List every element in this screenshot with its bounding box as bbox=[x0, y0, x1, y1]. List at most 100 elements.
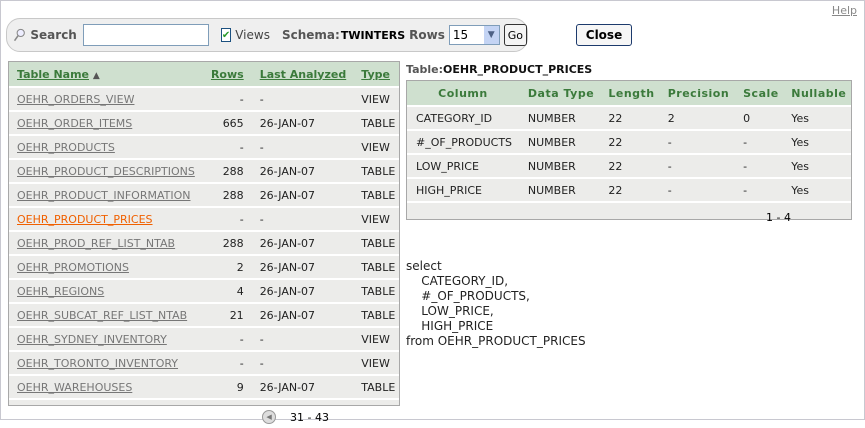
column-cell: HIGH_PRICE bbox=[407, 178, 519, 203]
table-row: OEHR_TORONTO_INVENTORY - - VIEW bbox=[9, 351, 399, 376]
table-row: OEHR_ORDERS_VIEW - - VIEW bbox=[9, 87, 399, 112]
last-analyzed-cell: 26-JAN-07 bbox=[249, 231, 354, 256]
table-name-cell: OEHR_PROD_REF_LIST_NTAB bbox=[9, 231, 208, 256]
column-cell: NUMBER bbox=[518, 106, 600, 131]
go-button[interactable]: Go bbox=[503, 24, 527, 46]
col-rows[interactable]: Rows bbox=[207, 62, 250, 88]
rows-label: Rows bbox=[409, 28, 445, 42]
column-cell: Yes bbox=[782, 106, 851, 131]
pagination-range: 31 - 43 bbox=[290, 410, 329, 424]
search-icon bbox=[13, 28, 25, 42]
type-cell: TABLE bbox=[353, 255, 399, 280]
column-header: Scale bbox=[734, 81, 783, 107]
table-link[interactable]: OEHR_REGIONS bbox=[17, 284, 105, 298]
column-cell: - bbox=[658, 154, 735, 179]
table-link[interactable]: OEHR_PRODUCT_DESCRIPTIONS bbox=[17, 164, 195, 178]
table-name-cell: OEHR_REGIONS bbox=[9, 279, 208, 304]
column-header: Precision bbox=[658, 81, 735, 107]
type-cell: TABLE bbox=[353, 111, 399, 136]
chevron-down-icon: ▼ bbox=[483, 26, 499, 44]
col-last-analyzed[interactable]: Last Analyzed bbox=[249, 62, 354, 88]
col-table-name[interactable]: Table Name ▲ bbox=[9, 62, 208, 88]
sort-rows-link[interactable]: Rows bbox=[210, 67, 244, 81]
column-row: #_OF_PRODUCTS NUMBER 22- - Yes bbox=[407, 130, 851, 155]
column-row: CATEGORY_ID NUMBER 22 2 0 Yes bbox=[407, 106, 851, 131]
rows-select[interactable]: 15 ▼ bbox=[448, 25, 500, 45]
last-analyzed-cell: 26-JAN-07 bbox=[249, 303, 354, 328]
table-name-cell: OEHR_PROMOTIONS bbox=[9, 255, 208, 280]
table-link[interactable]: OEHR_PRODUCTS bbox=[17, 140, 115, 154]
table-link[interactable]: OEHR_TORONTO_INVENTORY bbox=[17, 356, 179, 370]
table-link[interactable]: OEHR_ORDER_ITEMS bbox=[17, 116, 133, 130]
column-cell: 22 bbox=[599, 178, 659, 203]
rows-cell: 665 bbox=[207, 111, 250, 136]
column-cell: - bbox=[734, 178, 783, 203]
type-cell: TABLE bbox=[353, 231, 399, 256]
column-cell: 2 bbox=[658, 106, 735, 131]
last-analyzed-cell: - bbox=[249, 87, 354, 112]
column-cell: 22 bbox=[599, 154, 659, 179]
columns-pagination: 1 - 4 bbox=[766, 211, 791, 224]
column-row: LOW_PRICE NUMBER 22- - Yes bbox=[407, 154, 851, 179]
column-cell: Yes bbox=[782, 178, 851, 203]
table-link[interactable]: OEHR_SYDNEY_INVENTORY bbox=[17, 332, 167, 346]
rows-cell: 2 bbox=[207, 255, 250, 280]
table-row: OEHR_PROD_REF_LIST_NTAB 288 26-JAN-07 TA… bbox=[9, 231, 399, 256]
previous-page-icon[interactable]: ◀ bbox=[262, 410, 277, 424]
sort-type-link[interactable]: Type bbox=[361, 67, 390, 81]
table-name-cell: OEHR_PRODUCT_INFORMATION bbox=[9, 183, 208, 208]
table-row: OEHR_PRODUCT_INFORMATION 288 26-JAN-07 T… bbox=[9, 183, 399, 208]
column-cell: Yes bbox=[782, 154, 851, 179]
detail-label: Table: bbox=[406, 63, 444, 76]
table-link[interactable]: OEHR_ORDERS_VIEW bbox=[17, 92, 135, 106]
close-button[interactable]: Close bbox=[576, 24, 632, 46]
sort-last-analyzed-link[interactable]: Last Analyzed bbox=[259, 67, 347, 81]
search-input[interactable] bbox=[82, 24, 209, 46]
table-row: OEHR_SUBCAT_REF_LIST_NTAB 21 26-JAN-07 T… bbox=[9, 303, 399, 328]
column-cell: - bbox=[734, 154, 783, 179]
type-cell: VIEW bbox=[353, 87, 399, 112]
table-name-cell: OEHR_PRODUCT_DESCRIPTIONS bbox=[9, 159, 208, 184]
table-row: OEHR_ORDER_ITEMS 665 26-JAN-07 TABLE bbox=[9, 111, 399, 136]
table-name-cell: OEHR_WAREHOUSES bbox=[9, 375, 208, 400]
table-link[interactable]: OEHR_SUBCAT_REF_LIST_NTAB bbox=[17, 308, 188, 322]
last-analyzed-cell: - bbox=[249, 207, 354, 232]
column-header: Column bbox=[407, 81, 519, 107]
column-cell: - bbox=[658, 130, 735, 155]
type-cell: TABLE bbox=[353, 279, 399, 304]
type-cell: VIEW bbox=[353, 135, 399, 160]
tables-report: Table Name ▲ Rows Last Analyzed Type OEH… bbox=[8, 61, 400, 424]
rows-cell: 288 bbox=[207, 231, 250, 256]
last-analyzed-cell: - bbox=[249, 327, 354, 352]
table-row: OEHR_REGIONS 4 26-JAN-07 TABLE bbox=[9, 279, 399, 304]
type-cell: VIEW bbox=[353, 207, 399, 232]
table-row: OEHR_PRODUCT_DESCRIPTIONS 288 26-JAN-07 … bbox=[9, 159, 399, 184]
table-link[interactable]: OEHR_PROMOTIONS bbox=[17, 260, 129, 274]
views-label: Views bbox=[235, 28, 270, 42]
sort-table-name-link[interactable]: Table Name bbox=[17, 67, 89, 81]
table-link[interactable]: OEHR_WAREHOUSES bbox=[17, 380, 133, 394]
table-name-cell: OEHR_PRODUCTS bbox=[9, 135, 208, 160]
help-link[interactable]: Help bbox=[831, 4, 857, 17]
schema-label: Schema: bbox=[281, 28, 340, 42]
last-analyzed-cell: 26-JAN-07 bbox=[249, 159, 354, 184]
last-analyzed-cell: 26-JAN-07 bbox=[249, 111, 354, 136]
table-link[interactable]: OEHR_PRODUCT_PRICES bbox=[17, 212, 153, 226]
table-link[interactable]: OEHR_PRODUCT_INFORMATION bbox=[17, 188, 191, 202]
table-name-cell: OEHR_ORDER_ITEMS bbox=[9, 111, 208, 136]
rows-cell: - bbox=[207, 207, 250, 232]
table-row: OEHR_PRODUCTS - - VIEW bbox=[9, 135, 399, 160]
rows-cell: - bbox=[207, 87, 250, 112]
rows-cell: 9 bbox=[207, 375, 250, 400]
col-type[interactable]: Type bbox=[353, 62, 399, 88]
type-cell: TABLE bbox=[353, 303, 399, 328]
column-cell: CATEGORY_ID bbox=[407, 106, 519, 131]
search-label: Search bbox=[30, 28, 77, 42]
type-cell: TABLE bbox=[353, 159, 399, 184]
views-checkbox[interactable]: ✔ bbox=[220, 28, 232, 42]
last-analyzed-cell: 26-JAN-07 bbox=[249, 279, 354, 304]
column-cell: 22 bbox=[599, 130, 659, 155]
type-cell: VIEW bbox=[353, 327, 399, 352]
table-row: OEHR_SYDNEY_INVENTORY - - VIEW bbox=[9, 327, 399, 352]
table-link[interactable]: OEHR_PROD_REF_LIST_NTAB bbox=[17, 236, 176, 250]
